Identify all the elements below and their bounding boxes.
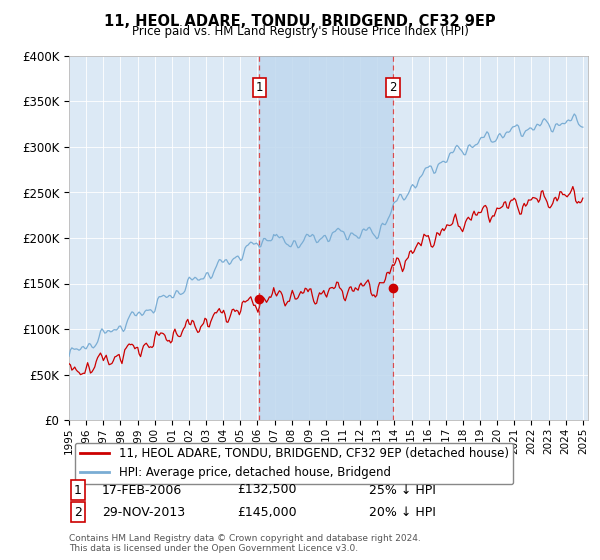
Text: 2: 2	[389, 81, 397, 94]
Text: 25% ↓ HPI: 25% ↓ HPI	[369, 483, 436, 497]
Bar	[259, 56, 393, 420]
Text: 11, HEOL ADARE, TONDU, BRIDGEND, CF32 9EP: 11, HEOL ADARE, TONDU, BRIDGEND, CF32 9E…	[104, 14, 496, 29]
Legend: 11, HEOL ADARE, TONDU, BRIDGEND, CF32 9EP (detached house), HPI: Average price, : 11, HEOL ADARE, TONDU, BRIDGEND, CF32 9E…	[75, 443, 514, 484]
Text: Price paid vs. HM Land Registry's House Price Index (HPI): Price paid vs. HM Land Registry's House …	[131, 25, 469, 38]
Text: 2: 2	[74, 506, 82, 519]
Text: 17-FEB-2006: 17-FEB-2006	[102, 483, 182, 497]
Text: £145,000: £145,000	[237, 506, 296, 519]
Text: 20% ↓ HPI: 20% ↓ HPI	[369, 506, 436, 519]
Text: 1: 1	[74, 483, 82, 497]
Text: Contains HM Land Registry data © Crown copyright and database right 2024.
This d: Contains HM Land Registry data © Crown c…	[69, 534, 421, 553]
Text: £132,500: £132,500	[237, 483, 296, 497]
Text: 29-NOV-2013: 29-NOV-2013	[102, 506, 185, 519]
Text: 1: 1	[256, 81, 263, 94]
